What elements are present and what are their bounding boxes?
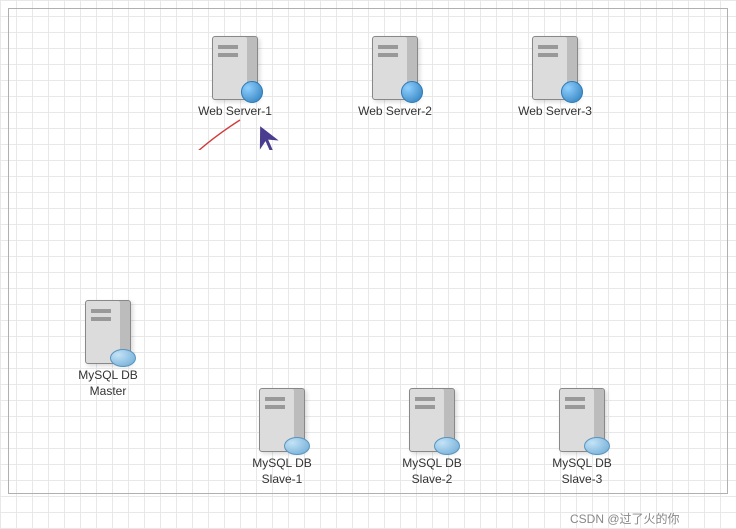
server-icon — [409, 388, 455, 452]
server-icon — [85, 300, 131, 364]
globe-icon — [561, 81, 583, 103]
node-slave1: MySQL DB Slave-1 — [232, 388, 332, 487]
server-icon — [212, 36, 258, 100]
node-label: MySQL DB Master — [58, 368, 158, 399]
server-icon — [372, 36, 418, 100]
node-label: MySQL DB Slave-3 — [532, 456, 632, 487]
node-label: Web Server-2 — [345, 104, 445, 120]
disk-icon — [434, 437, 460, 455]
server-icon — [559, 388, 605, 452]
node-web3: Web Server-3 — [505, 36, 605, 120]
node-web2: Web Server-2 — [345, 36, 445, 120]
node-label: Web Server-3 — [505, 104, 605, 120]
node-label: Web Server-1 — [185, 104, 285, 120]
disk-icon — [284, 437, 310, 455]
diagram-canvas: { "diagram": { "type": "network", "canva… — [0, 0, 736, 529]
node-web1: Web Server-1 — [185, 36, 285, 120]
globe-icon — [241, 81, 263, 103]
node-label: MySQL DB Slave-2 — [382, 456, 482, 487]
node-master: MySQL DB Master — [58, 300, 158, 399]
node-slave3: MySQL DB Slave-3 — [532, 388, 632, 487]
node-slave2: MySQL DB Slave-2 — [382, 388, 482, 487]
watermark-text: CSDN @过了火的你 — [570, 510, 680, 527]
globe-icon — [401, 81, 423, 103]
server-icon — [259, 388, 305, 452]
server-icon — [532, 36, 578, 100]
disk-icon — [584, 437, 610, 455]
disk-icon — [110, 349, 136, 367]
node-label: MySQL DB Slave-1 — [232, 456, 332, 487]
